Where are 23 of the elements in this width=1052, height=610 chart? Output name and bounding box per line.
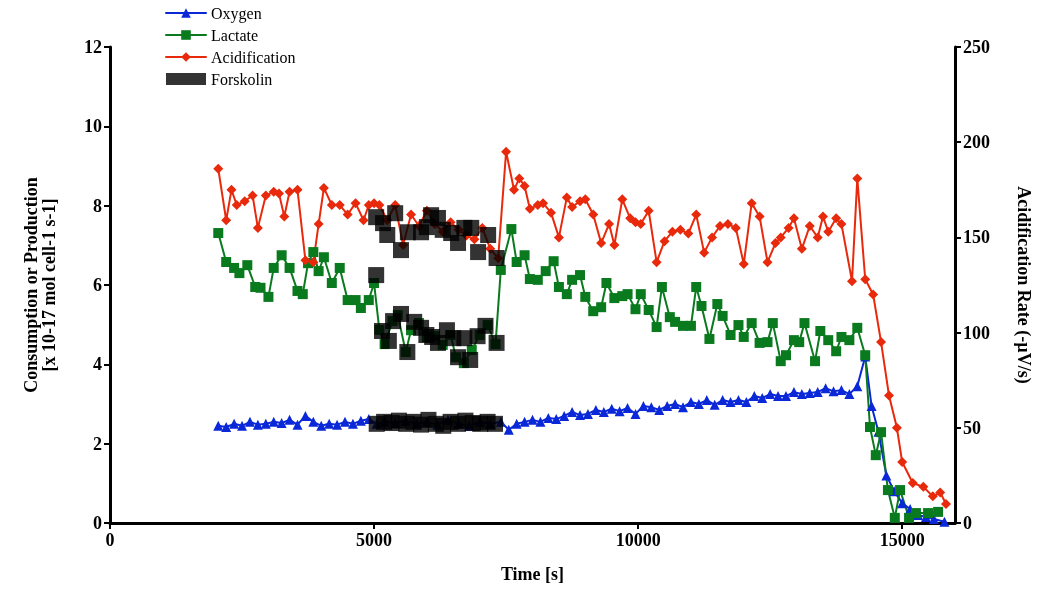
legend-label: Acidification bbox=[211, 48, 296, 66]
y-tick-label: 4 bbox=[93, 354, 102, 375]
y-tick-label: 2 bbox=[93, 433, 102, 454]
x-tick-label: 15000 bbox=[879, 530, 925, 550]
y2-axis-title: Acidification Rate (-µV/s) bbox=[1013, 186, 1034, 384]
y-axis-title: Consumption or Production [x 10-17 mol cell-1 s-1] bbox=[21, 177, 59, 393]
y2-tick-label: 150 bbox=[963, 227, 990, 248]
y2-tick-label: 0 bbox=[963, 513, 972, 533]
legend-label: Oxygen bbox=[211, 4, 262, 23]
x-axis-title: Time [s] bbox=[500, 564, 565, 584]
x-tick-label: 5000 bbox=[356, 530, 393, 550]
y-tick-label: 0 bbox=[93, 513, 102, 533]
y-tick-label: 10 bbox=[84, 116, 102, 137]
legend-label: Forskolin bbox=[211, 70, 273, 88]
y2-tick-label: 250 bbox=[963, 37, 990, 57]
legend-label: Lactate bbox=[211, 26, 259, 44]
y2-tick-label: 200 bbox=[963, 132, 990, 153]
y-tick-label: 12 bbox=[84, 37, 102, 57]
y-tick-label: 8 bbox=[93, 195, 102, 216]
y-tick-label: 6 bbox=[93, 275, 102, 295]
y2-tick-label: 50 bbox=[963, 417, 981, 438]
x-tick-label: 10000 bbox=[615, 530, 661, 550]
y2-tick-label: 100 bbox=[963, 322, 990, 343]
